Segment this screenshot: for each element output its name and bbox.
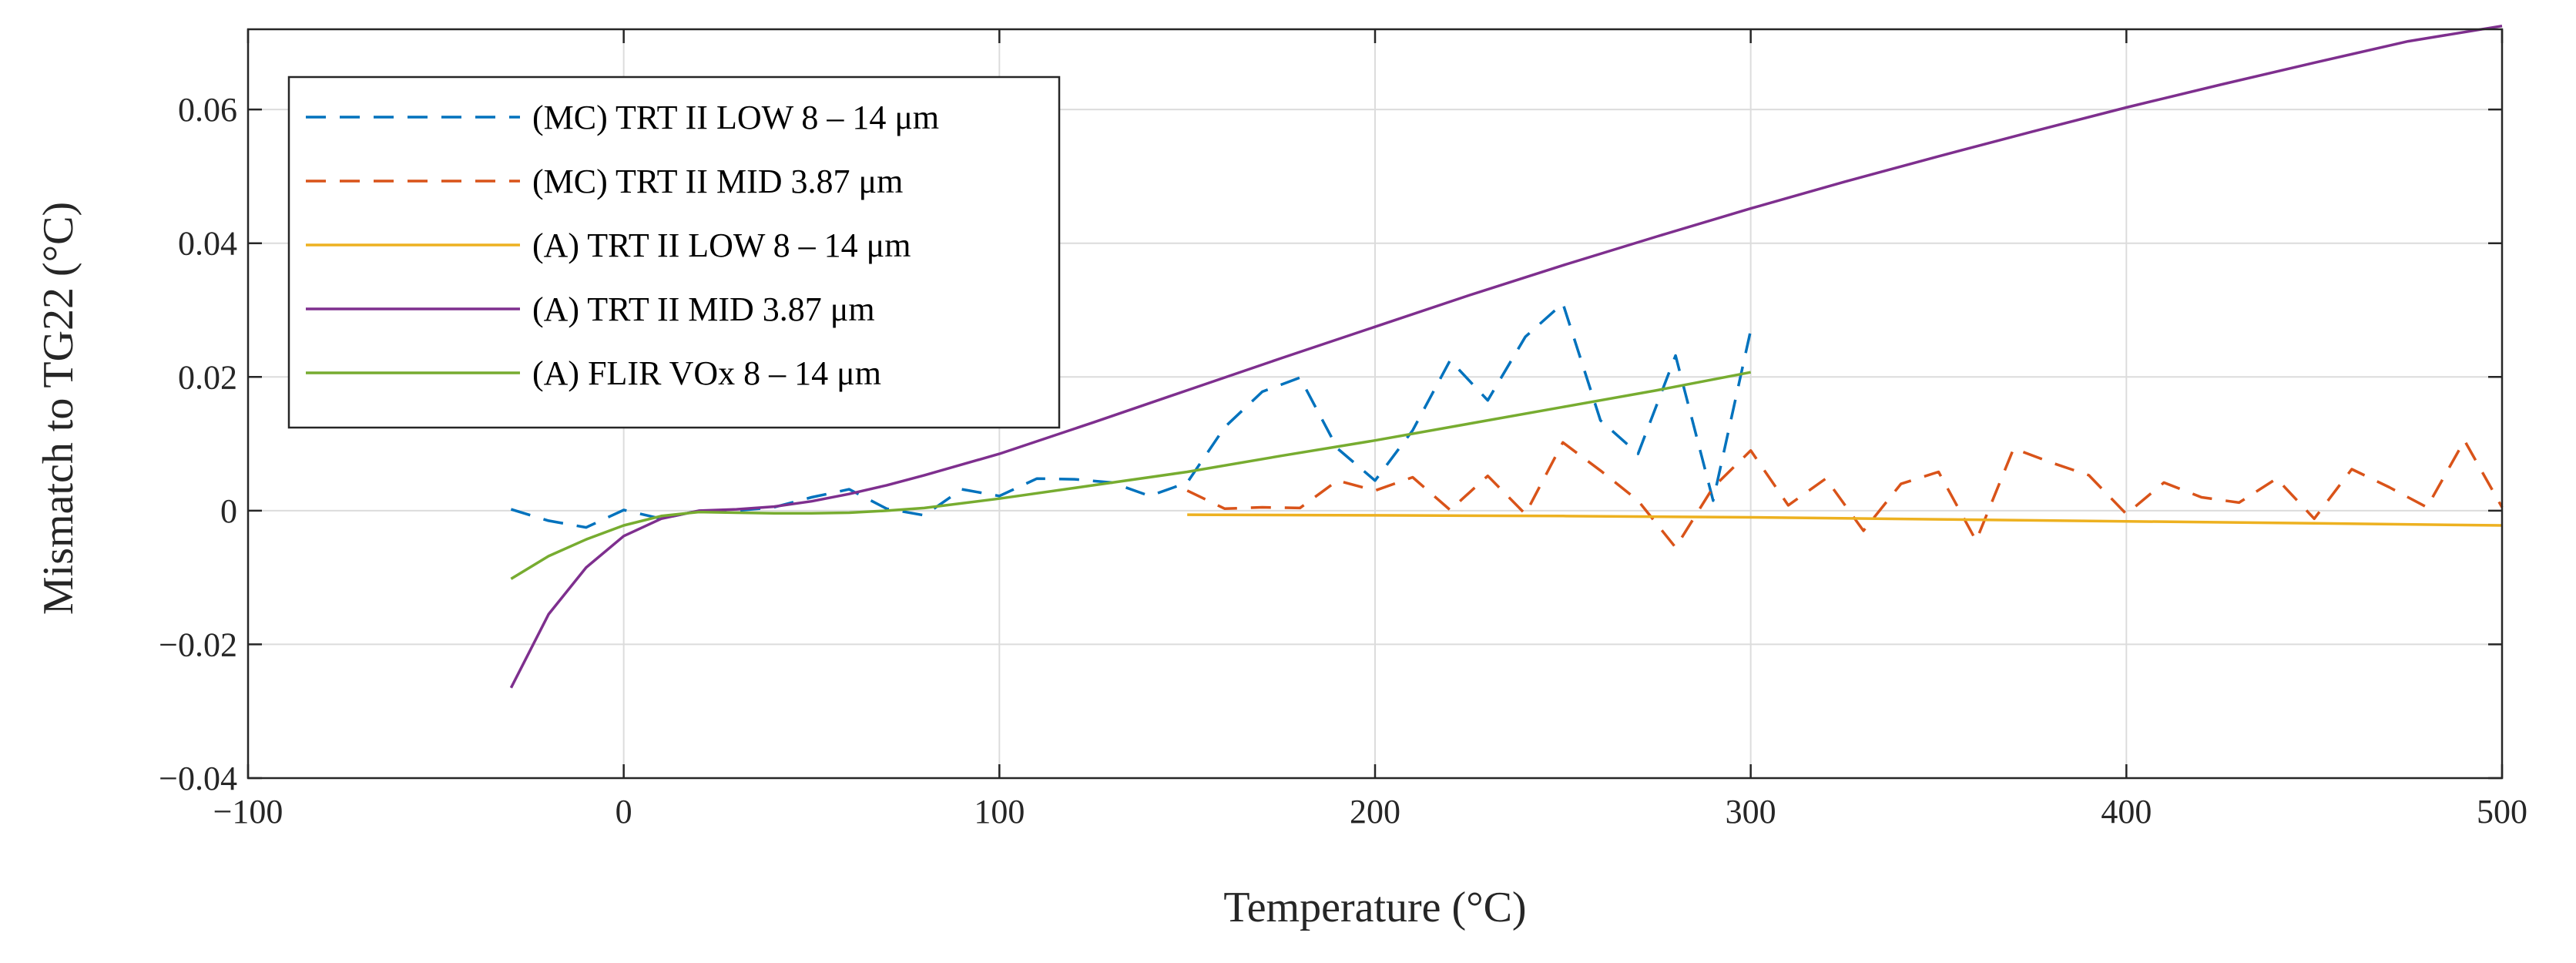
- y-tick-label: 0: [220, 492, 237, 530]
- y-tick-label: −0.02: [159, 626, 237, 663]
- legend-label: (A) TRT II LOW 8 – 14 μm: [532, 226, 911, 264]
- legend-label: (MC) TRT II LOW 8 – 14 μm: [532, 99, 939, 136]
- y-tick-label: 0.04: [178, 225, 237, 263]
- legend-label: (MC) TRT II MID 3.87 μm: [532, 163, 903, 200]
- x-axis-title: Temperature (°C): [1223, 884, 1526, 931]
- x-tick-label: 300: [1726, 793, 1776, 830]
- series-layer: [509, 24, 2504, 689]
- y-tick-label: 0.06: [178, 91, 237, 129]
- series-line: [1186, 438, 2504, 549]
- y-axis-title: Mismatch to TG22 (°C): [35, 202, 82, 615]
- ticks: −100 0 100 200 300 400 500 −0.04 −0.02 0 0.02 0.04 0…: [159, 29, 2527, 830]
- series-line: [1187, 513, 2503, 527]
- x-tick-label: 0: [615, 793, 632, 830]
- legend-box: [287, 75, 1061, 429]
- x-tick-label: 100: [974, 793, 1025, 830]
- x-tick-label: −100: [213, 793, 283, 830]
- y-tick-label: −0.04: [159, 760, 237, 797]
- x-tick-label: 200: [1350, 793, 1400, 830]
- y-tick-label: 0.02: [178, 358, 237, 396]
- legend-label: (A) FLIR VOx 8 – 14 μm: [532, 354, 881, 392]
- series-line: [510, 371, 1752, 580]
- legend: (MC) TRT II LOW 8 – 14 μm (MC) TRT II MID…: [287, 75, 1061, 429]
- legend-label: (A) TRT II MID 3.87 μm: [532, 290, 875, 328]
- x-tick-label: 500: [2477, 793, 2527, 830]
- x-tick-label: 400: [2101, 793, 2152, 830]
